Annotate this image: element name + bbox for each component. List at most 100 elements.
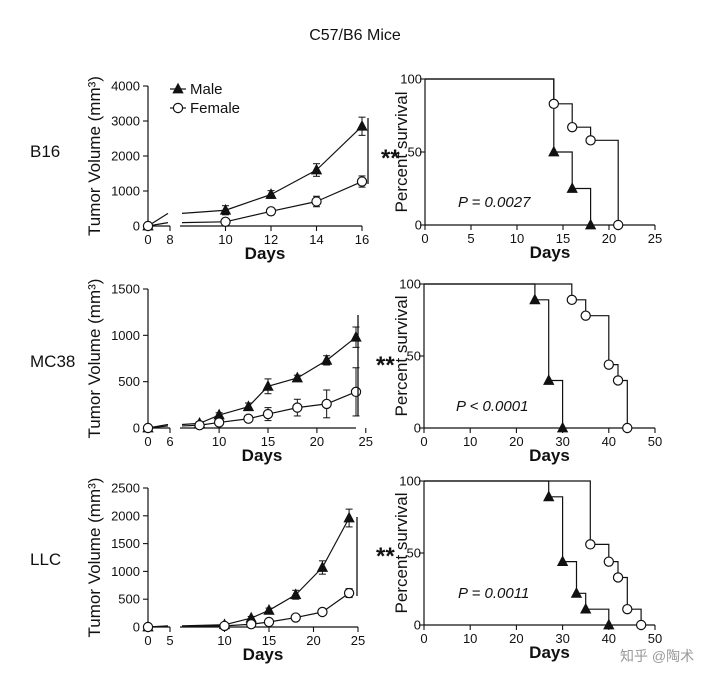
data-point — [585, 135, 596, 146]
data-point — [262, 379, 274, 391]
x-axis-label: Days — [529, 643, 570, 662]
data-point — [543, 374, 555, 385]
series-line — [181, 209, 226, 214]
legend-male-marker — [172, 82, 184, 94]
series-female — [142, 587, 355, 633]
series-line — [270, 169, 317, 196]
y-tick-label: 500 — [118, 374, 140, 389]
x-tick-label: 10 — [510, 231, 524, 246]
data-point — [580, 602, 592, 614]
data-point — [566, 294, 578, 306]
survival-step-line — [424, 480, 642, 625]
y-tick-label: 0 — [414, 421, 421, 436]
legend-female-label: Female — [190, 100, 240, 117]
x-tick-label: 25 — [351, 633, 365, 648]
p-value-label: P < 0.0001 — [456, 398, 528, 415]
x-tick-label: 20 — [509, 434, 523, 449]
x-tick-label: 10 — [217, 633, 231, 648]
series-male — [142, 116, 368, 231]
series-line — [326, 391, 357, 405]
data-point — [622, 603, 633, 615]
x-tick-label: 0 — [421, 231, 428, 246]
y-tick-label: 1000 — [111, 184, 140, 199]
x-tick-label: 15 — [262, 633, 276, 648]
data-point — [548, 145, 560, 157]
data-point — [243, 413, 254, 424]
legend-female-marker — [172, 102, 184, 114]
x-tick-label: 8 — [166, 232, 173, 247]
y-tick-label: 3000 — [111, 114, 140, 129]
series-line — [225, 193, 272, 211]
data-point — [580, 310, 591, 321]
data-point — [321, 398, 332, 410]
x-tick-label: 12 — [264, 232, 278, 247]
x-axis-label: Days — [245, 244, 286, 263]
y-tick-label: 50 — [408, 145, 422, 160]
series-line — [181, 625, 225, 628]
data-point — [263, 603, 275, 615]
data-point — [603, 556, 615, 567]
data-point — [213, 417, 225, 428]
x-tick-label: 10 — [463, 631, 477, 646]
y-axis-label: Percent survival — [392, 92, 411, 213]
data-point — [245, 619, 257, 630]
data-point — [356, 119, 368, 131]
y-tick-label: 100 — [399, 277, 421, 292]
x-tick-label: 5 — [166, 633, 173, 648]
data-point — [612, 375, 624, 386]
data-point — [350, 386, 362, 398]
y-tick-label: 0 — [414, 618, 421, 633]
x-tick-label: 20 — [306, 633, 320, 648]
x-axis-label: Days — [242, 446, 283, 465]
data-point — [622, 422, 633, 434]
data-point — [343, 511, 355, 523]
significance-label: ** — [376, 352, 395, 379]
y-axis-label: Tumor Volume (mm³) — [85, 76, 104, 236]
x-tick-label: 30 — [555, 434, 569, 449]
data-point — [142, 220, 154, 232]
p-value-label: P = 0.0027 — [458, 194, 531, 211]
data-point — [603, 359, 615, 370]
data-point — [343, 587, 355, 599]
x-axis-label: Days — [530, 243, 571, 262]
series-female — [142, 175, 368, 232]
data-point — [265, 188, 277, 199]
data-point — [290, 612, 301, 623]
data-point — [548, 98, 560, 110]
data-point — [603, 618, 615, 630]
x-tick-label: 40 — [602, 434, 616, 449]
series-male — [424, 480, 615, 630]
data-point — [543, 490, 555, 502]
x-tick-label: 15 — [556, 231, 570, 246]
data-point — [356, 176, 368, 187]
x-tick-label: 0 — [144, 434, 151, 449]
data-point — [292, 402, 303, 413]
row-label: B16 — [30, 142, 60, 161]
y-tick-label: 0 — [133, 219, 140, 234]
data-point — [262, 408, 274, 420]
data-point — [220, 216, 231, 227]
data-point — [194, 420, 205, 431]
series-female — [424, 283, 633, 434]
x-tick-label: 0 — [420, 631, 427, 646]
legend: Male Female — [170, 81, 240, 117]
data-point — [265, 206, 277, 217]
y-tick-label: 0 — [133, 421, 140, 436]
data-point — [219, 620, 230, 632]
data-point — [310, 163, 323, 175]
x-tick-label: 50 — [648, 631, 662, 646]
significance-label: ** — [381, 145, 400, 172]
x-tick-label: 25 — [359, 434, 373, 449]
series-line — [295, 567, 323, 596]
y-tick-label: 2500 — [111, 481, 140, 496]
y-tick-label: 2000 — [111, 508, 140, 523]
survival-panel-1: 0 50 100 0 5 10 15 20 25 Days Percent survival P = … — [392, 72, 662, 263]
series-line — [267, 377, 298, 387]
x-tick-label: 40 — [602, 631, 616, 646]
y-tick-label: 4000 — [111, 79, 140, 94]
data-point — [350, 330, 362, 342]
